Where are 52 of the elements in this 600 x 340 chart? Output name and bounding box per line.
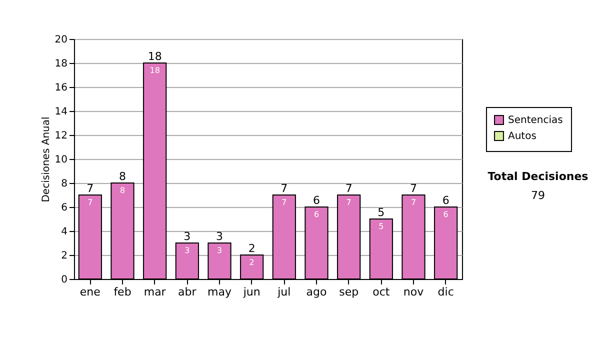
total-label: 8: [119, 170, 126, 183]
x-tick-label: ene: [80, 286, 101, 298]
x-tick-label: mar: [144, 286, 166, 298]
y-tick-label: 10: [54, 154, 68, 166]
y-tick-label: 18: [54, 58, 68, 70]
legend-label: Autos: [508, 131, 536, 142]
x-tick-label: abr: [178, 286, 197, 298]
x-tick-label: may: [208, 286, 232, 298]
data-label: 5: [378, 222, 384, 231]
total-label: 3: [184, 230, 191, 243]
data-label: 7: [410, 198, 416, 207]
x-tick-label: jun: [242, 286, 260, 298]
total-label: 7: [345, 182, 352, 195]
text: Total Decisiones: [486, 170, 590, 183]
data-label: 2: [249, 258, 254, 267]
total-label: 7: [410, 182, 417, 195]
x-tick-label: nov: [403, 286, 424, 298]
y-tick-label: 8: [61, 178, 68, 190]
y-tick-label: 2: [61, 250, 68, 262]
total-label: 3: [216, 230, 223, 243]
total-label: 6: [442, 194, 450, 207]
total-label: 18: [148, 50, 162, 63]
y-tick-label: 6: [61, 202, 68, 214]
text: 79: [530, 189, 546, 202]
x-tick-label: oct: [372, 286, 390, 298]
x-tick-label: dic: [438, 286, 454, 298]
y-axis-title: Decisiones Anual: [40, 116, 52, 202]
data-label: 3: [216, 246, 222, 255]
y-tick-label: 0: [61, 274, 68, 286]
data-label: 6: [443, 210, 448, 219]
x-tick-label: jul: [276, 286, 291, 298]
y-tick-label: 12: [54, 130, 68, 142]
data-label: 6: [314, 210, 320, 219]
data-label: 7: [88, 198, 93, 207]
x-tick-label: ago: [306, 286, 327, 298]
total-label: 7: [280, 182, 288, 195]
total-label: 5: [378, 206, 385, 219]
y-tick-label: 14: [54, 106, 68, 118]
data-label: 3: [184, 246, 190, 255]
total-label: 2: [248, 242, 256, 255]
x-tick-label: sep: [339, 286, 359, 298]
total-label: 7: [86, 182, 94, 195]
total-label: 6: [313, 194, 320, 207]
data-label: 18: [150, 66, 160, 75]
y-tick-label: 16: [54, 82, 68, 94]
data-label: 8: [120, 186, 126, 195]
data-label: 7: [282, 198, 287, 207]
data-label: 7: [346, 198, 352, 207]
y-tick-label: 20: [54, 34, 68, 46]
y-tick-label: 4: [61, 226, 68, 238]
legend-label: Sentencias: [508, 115, 563, 126]
x-tick-label: feb: [114, 286, 132, 298]
